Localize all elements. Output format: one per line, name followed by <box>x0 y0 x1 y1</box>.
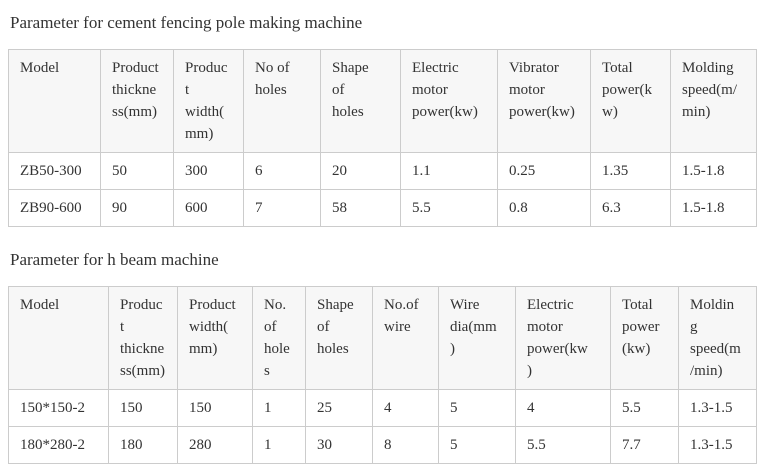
table-cell: 6 <box>243 152 321 190</box>
table-cell: 20 <box>320 152 401 190</box>
header-cell-no-of-wire: No.of wire <box>372 286 439 390</box>
table-header-row: Model Product thickne ss(mm) Produc t wi… <box>8 49 757 153</box>
table-cell: 150 <box>177 389 253 427</box>
table-cell: 0.8 <box>497 189 591 227</box>
header-cell-molding-speed: Molding speed(m/ min) <box>670 49 757 153</box>
header-cell-product-width: Product width( mm) <box>177 286 253 390</box>
table-cell: 6.3 <box>590 189 671 227</box>
table-cell: 180 <box>108 426 178 464</box>
table-cell: 150 <box>108 389 178 427</box>
table-cell: 280 <box>177 426 253 464</box>
cell-model: 150*150-2 <box>8 389 109 427</box>
table-cell: 90 <box>100 189 174 227</box>
header-cell-shape-of-holes: Shape of holes <box>305 286 373 390</box>
table-cell: 1.5-1.8 <box>670 152 757 190</box>
table-cell: 1.3-1.5 <box>678 389 757 427</box>
h-beam-spec-table: Model Produc t thickne ss(mm) Product wi… <box>8 286 757 464</box>
header-cell-vibrator-motor-power: Vibrator motor power(kw) <box>497 49 591 153</box>
table-header-row: Model Produc t thickne ss(mm) Product wi… <box>8 286 757 390</box>
header-cell-total-power: Total power(k w) <box>590 49 671 153</box>
table-cell: 5 <box>438 389 516 427</box>
table-row: 150*150-2 150 150 1 25 4 5 4 5.5 1.3-1.5 <box>8 389 757 427</box>
section-cement-pole-machine: Parameter for cement fencing pole making… <box>8 10 757 227</box>
table-cell: 1.3-1.5 <box>678 426 757 464</box>
table-cell: 5.5 <box>400 189 498 227</box>
section-h-beam-machine: Parameter for h beam machine Model Produ… <box>8 247 757 464</box>
table-row: ZB50-300 50 300 6 20 1.1 0.25 1.35 1.5-1… <box>8 152 757 190</box>
header-cell-product-thickness: Product thickne ss(mm) <box>100 49 174 153</box>
table-cell: 7.7 <box>610 426 679 464</box>
header-cell-product-thickness: Produc t thickne ss(mm) <box>108 286 178 390</box>
header-cell-total-power: Total power (kw) <box>610 286 679 390</box>
table-cell: 1 <box>252 426 306 464</box>
table-cell: 4 <box>372 389 439 427</box>
header-cell-no-of-holes: No of holes <box>243 49 321 153</box>
page: Parameter for cement fencing pole making… <box>8 10 757 464</box>
header-cell-model: Model <box>8 286 109 390</box>
table-cell: 4 <box>515 389 611 427</box>
table-cell: 1.5-1.8 <box>670 189 757 227</box>
table-row: ZB90-600 90 600 7 58 5.5 0.8 6.3 1.5-1.8 <box>8 189 757 227</box>
header-cell-shape-of-holes: Shape of holes <box>320 49 401 153</box>
table-cell: 30 <box>305 426 373 464</box>
header-cell-model: Model <box>8 49 101 153</box>
section-title: Parameter for h beam machine <box>10 250 219 269</box>
header-cell-electric-motor-power: Electric motor power(kw) <box>400 49 498 153</box>
header-cell-no-of-holes: No. of hole s <box>252 286 306 390</box>
table-row: 180*280-2 180 280 1 30 8 5 5.5 7.7 1.3-1… <box>8 426 757 464</box>
table-cell: 1 <box>252 389 306 427</box>
section-title: Parameter for cement fencing pole making… <box>10 13 363 32</box>
table-cell: 1.35 <box>590 152 671 190</box>
table-cell: 300 <box>173 152 244 190</box>
table-cell: 600 <box>173 189 244 227</box>
table-cell: 5.5 <box>610 389 679 427</box>
header-cell-molding-speed: Moldin g speed(m /min) <box>678 286 757 390</box>
cell-model: ZB90-600 <box>8 189 101 227</box>
cell-model: ZB50-300 <box>8 152 101 190</box>
table-cell: 5.5 <box>515 426 611 464</box>
table-cell: 1.1 <box>400 152 498 190</box>
table-cell: 50 <box>100 152 174 190</box>
table-cell: 5 <box>438 426 516 464</box>
table-cell: 0.25 <box>497 152 591 190</box>
cell-model: 180*280-2 <box>8 426 109 464</box>
cement-pole-spec-table: Model Product thickne ss(mm) Produc t wi… <box>8 49 757 227</box>
table-cell: 8 <box>372 426 439 464</box>
table-cell: 58 <box>320 189 401 227</box>
header-cell-electric-motor-power: Electric motor power(kw ) <box>515 286 611 390</box>
header-cell-product-width: Produc t width( mm) <box>173 49 244 153</box>
header-cell-wire-dia: Wire dia(mm ) <box>438 286 516 390</box>
table-cell: 7 <box>243 189 321 227</box>
table-cell: 25 <box>305 389 373 427</box>
